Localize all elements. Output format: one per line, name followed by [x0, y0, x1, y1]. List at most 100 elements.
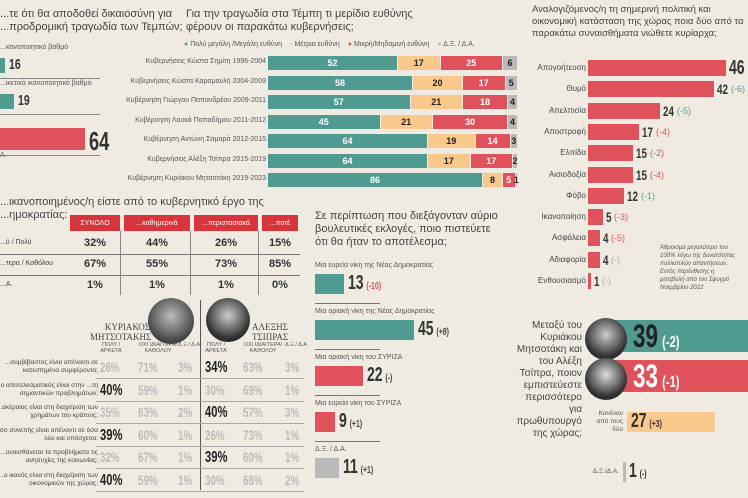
bar-segment: 4	[508, 114, 517, 129]
emotion-value: 5	[606, 209, 612, 226]
bar-segment: 30	[433, 114, 507, 129]
legend-label: Μικρή/Μηδαμινή ευθύνη	[353, 41, 430, 48]
candidate-bar	[609, 320, 748, 352]
kyriakos-value: 67%	[138, 449, 158, 465]
justice-dkna-label: Α.	[0, 152, 7, 159]
emotion-bar	[588, 102, 660, 119]
kyriakos-value: 60%	[138, 426, 158, 443]
bar-segment: 4	[508, 95, 517, 109]
table-cell: 32%	[83, 237, 107, 249]
tsipras-name: ΑΛΕΞΗΣ ΤΣΙΠΡΑΣ	[252, 322, 289, 342]
kyriakos-value: 2%	[178, 404, 193, 420]
emotions-question: Αναλογιζόμενος/η τη σημερινή πολιτική κα…	[532, 4, 744, 39]
none-label: Κανέναν από τους δύο	[596, 410, 623, 433]
tsipras-value: 26%	[205, 426, 225, 443]
emotion-change: (-4)	[650, 169, 664, 180]
bar-segment: 3	[510, 134, 517, 148]
bar-segment: 1	[513, 173, 519, 187]
mitsotakis-name: ΚΥΡΙΑΚΟΣ ΜΗΤΣΟΤΑΚΗΣ	[90, 322, 152, 342]
tsipras-value: 34%	[205, 359, 228, 376]
kyriakos-value: 26%	[100, 359, 120, 375]
legend-label: Πολύ μεγάλη /Μεγάλη ευθύνη	[190, 41, 282, 48]
value: 22	[367, 364, 383, 386]
justice-bar	[0, 128, 85, 150]
emotion-value: 12	[627, 187, 638, 204]
bar-segment: 86	[268, 173, 482, 187]
tsipras-value: 39%	[205, 449, 228, 466]
tsipras-photo	[206, 298, 250, 342]
row-label: Κυβέρνηση Αντώνη Σαμαρά 2012-2015	[143, 136, 266, 143]
emotion-change: (-5)	[611, 233, 625, 244]
justice-rule	[0, 114, 100, 115]
emotion-bar	[588, 123, 639, 140]
table-header: ...καθημερινά	[124, 215, 190, 231]
col-divider	[190, 231, 191, 295]
table-cell: 1%	[218, 279, 234, 291]
row-rule	[0, 275, 300, 276]
legend-label: Δ.Ξ. / Δ.Α.	[443, 41, 475, 48]
emotion-value: 17	[642, 123, 653, 140]
emotion-value: 15	[636, 166, 647, 183]
emotion-bar	[588, 230, 600, 247]
value: 13	[347, 272, 364, 294]
row-label: Κυβερνήσεις Αλέξη Τσίπρα 2015-2019	[147, 155, 266, 163]
table-cell: 1%	[87, 279, 103, 291]
emotion-bar	[588, 187, 624, 204]
change: (+8)	[436, 327, 450, 338]
kyriakos-value: 1%	[178, 471, 193, 488]
question-label: ...ο ικανός είναι στη διαχείριση των οικ…	[0, 471, 98, 487]
row-rule	[96, 490, 304, 492]
value: 9	[338, 410, 347, 432]
legend-label: Μέτρια ευθύνη	[294, 41, 340, 48]
kyriakos-value: 1%	[178, 449, 193, 465]
rule	[315, 395, 380, 396]
tsipras-value: 1%	[285, 449, 300, 465]
table-cell: 1%	[149, 279, 165, 291]
option-value: 45 (+8)	[418, 318, 449, 341]
candidate-value: 33 (-1)	[633, 358, 680, 395]
row-rule	[96, 468, 304, 469]
leaders-divider	[200, 300, 201, 490]
bar-segment: 52	[268, 56, 397, 70]
bar-segment: 19	[428, 134, 475, 148]
emotion-value: 46	[729, 57, 745, 79]
justice-chart: ...κανοποιητικό βαθμό 16 ...ικετικά ικανοπ…	[0, 44, 130, 164]
option-value: 11 (+1)	[343, 456, 373, 479]
col-divider	[120, 231, 121, 295]
emotion-bar	[588, 81, 714, 98]
bar-segment: 20	[413, 75, 462, 90]
bar-segment: 58	[268, 75, 412, 90]
emotion-label: Αισιοδοξία	[548, 169, 586, 179]
bar-segment: 6	[503, 56, 517, 70]
option-value: 9 (+1)	[339, 410, 362, 433]
candidate-value: 39 (-2)	[633, 318, 680, 355]
tsipras-value: 30%	[205, 471, 225, 488]
table-header: ...περιστασιακά	[194, 215, 258, 231]
rule	[315, 349, 380, 350]
bar-segment: 25	[440, 56, 502, 70]
emotion-label: Απελπισία	[548, 105, 586, 115]
tsipras-value: 60%	[243, 449, 263, 465]
legend-dot-icon: ●	[184, 41, 191, 48]
emotion-label: Αποστροφή	[544, 126, 586, 136]
change: (+1)	[360, 465, 374, 476]
emotion-label: Φόβο	[566, 190, 586, 200]
option-bar	[315, 366, 364, 386]
bar-segment: 17	[470, 153, 512, 168]
satisfaction-question: ...ικανοποιημένος/η είστε από το κυβερνη…	[0, 196, 264, 221]
bar-segment: 17	[428, 153, 470, 168]
tsipras-value: 73%	[243, 426, 263, 443]
emotion-change: (-4)	[656, 126, 670, 137]
col-divider	[258, 231, 259, 295]
table-cell: 15%	[268, 237, 292, 249]
tsipras-value: 1%	[285, 426, 300, 443]
emotion-change: (-3)	[614, 212, 628, 223]
emotion-label: Ελπίδα	[560, 148, 586, 158]
col-header: ΠΟΛΥ / ΑΡΚΕΤΑ	[100, 342, 122, 354]
kyriakos-value: 71%	[138, 359, 158, 375]
emotion-label: Θυμό	[566, 84, 586, 94]
kyriakos-value: 59%	[138, 381, 158, 398]
question-label: ...ακέραιος είναι στη διαχείριση των χρη…	[0, 404, 98, 419]
kyriakos-value: 35%	[100, 404, 120, 420]
emotion-change: (-1)	[641, 190, 655, 201]
